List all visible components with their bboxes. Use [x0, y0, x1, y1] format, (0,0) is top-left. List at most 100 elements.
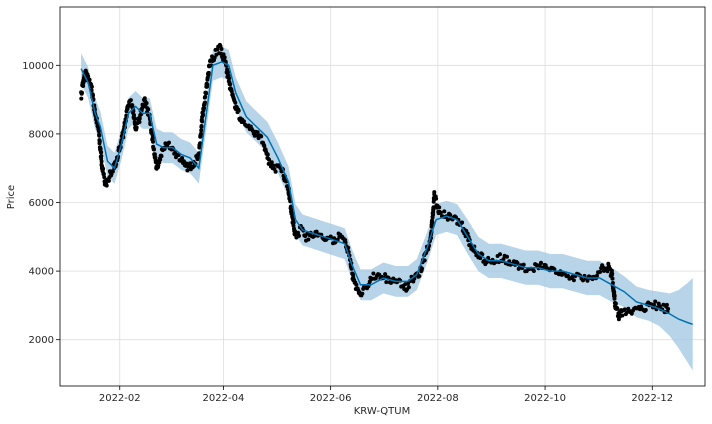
- observed-point: [406, 285, 411, 290]
- observed-point: [144, 101, 149, 106]
- observed-point: [153, 155, 158, 160]
- observed-point: [110, 169, 115, 174]
- observed-point: [132, 113, 136, 117]
- observed-point: [653, 299, 658, 304]
- observed-point: [185, 168, 190, 173]
- x-tick-label: 2022-06: [310, 393, 352, 404]
- observed-point: [269, 160, 274, 165]
- observed-point: [556, 272, 561, 277]
- observed-point: [271, 163, 276, 168]
- observed-point: [438, 210, 443, 215]
- observed-point: [296, 230, 301, 235]
- observed-point: [615, 306, 620, 311]
- observed-point: [259, 134, 264, 139]
- observed-point: [306, 237, 311, 242]
- observed-point: [312, 234, 317, 238]
- observed-point: [314, 229, 319, 234]
- y-axis: 2000 4000 6000 8000 10000: [22, 61, 60, 346]
- observed-point: [445, 217, 450, 222]
- observed-point: [613, 301, 618, 306]
- observed-point: [442, 209, 447, 214]
- observed-point: [505, 254, 509, 259]
- observed-point: [417, 274, 422, 279]
- observed-point: [273, 169, 278, 174]
- observed-point: [581, 278, 585, 283]
- observed-point: [291, 220, 296, 225]
- observed-point: [610, 276, 615, 281]
- observed-point: [101, 166, 106, 171]
- observed-point: [629, 311, 634, 316]
- observed-point: [255, 130, 260, 135]
- observed-point: [437, 205, 442, 210]
- observed-point: [222, 55, 227, 60]
- observed-point: [384, 280, 389, 285]
- y-tick-label: 10000: [22, 61, 54, 72]
- y-tick-label: 2000: [29, 335, 54, 346]
- observed-point: [622, 307, 627, 312]
- x-tick-label: 2022-04: [203, 393, 245, 404]
- observed-point: [383, 272, 388, 277]
- observed-point: [521, 262, 526, 267]
- observed-point: [430, 219, 435, 224]
- observed-point: [205, 82, 210, 87]
- observed-point: [159, 154, 164, 159]
- observed-point: [233, 100, 238, 105]
- y-tick-label: 4000: [29, 267, 54, 278]
- observed-point: [229, 89, 234, 94]
- observed-point: [652, 302, 656, 307]
- observed-point: [199, 132, 204, 137]
- observed-point: [167, 140, 171, 145]
- observed-point: [158, 157, 163, 162]
- x-tick-label: 2022-12: [631, 393, 673, 404]
- observed-point: [346, 245, 351, 250]
- observed-point: [610, 271, 615, 276]
- observed-point: [360, 291, 365, 296]
- observed-point: [104, 183, 109, 188]
- plot-background: [60, 7, 705, 386]
- observed-point: [666, 306, 671, 311]
- observed-point: [106, 178, 111, 183]
- observed-point: [134, 125, 139, 130]
- observed-point: [81, 79, 86, 84]
- plot-frame: [59, 6, 706, 387]
- observed-point: [152, 147, 156, 152]
- x-axis: 2022-02 2022-04 2022-06 2022-08 2022-10 2022-…: [99, 386, 673, 404]
- observed-point: [478, 256, 483, 261]
- x-tick-label: 2022-10: [524, 393, 566, 404]
- observed-point: [236, 108, 241, 113]
- observed-point: [200, 119, 205, 124]
- observed-point: [620, 313, 625, 318]
- observed-point: [242, 119, 246, 124]
- observed-point: [199, 124, 204, 128]
- observed-point: [79, 96, 84, 101]
- observed-point: [128, 98, 133, 103]
- observed-point: [101, 172, 106, 176]
- observed-point: [204, 91, 209, 96]
- observed-point: [501, 257, 506, 262]
- forecast-line: [80, 61, 693, 326]
- observed-point: [431, 213, 435, 217]
- observed-point: [146, 107, 151, 112]
- observed-point: [389, 280, 393, 285]
- observed-point: [612, 294, 617, 298]
- observed-point: [595, 273, 599, 278]
- observed-point: [226, 70, 230, 75]
- observed-point: [371, 271, 376, 276]
- y-tick-label: 6000: [29, 198, 54, 209]
- observed-point: [137, 116, 142, 121]
- observed-point: [201, 113, 205, 118]
- observed-point: [198, 141, 203, 146]
- observed-point: [432, 190, 437, 195]
- x-axis-label: KRW-QTUM: [354, 406, 410, 417]
- observed-point: [643, 308, 648, 312]
- observed-point: [151, 139, 155, 144]
- observed-point: [199, 128, 204, 133]
- observed-point: [80, 90, 84, 95]
- observed-point: [202, 106, 207, 111]
- observed-point: [98, 146, 103, 151]
- observed-point: [420, 266, 424, 271]
- observed-point: [227, 76, 232, 81]
- observed-point: [431, 205, 436, 210]
- observed-point: [448, 212, 453, 217]
- observed-point: [515, 261, 520, 265]
